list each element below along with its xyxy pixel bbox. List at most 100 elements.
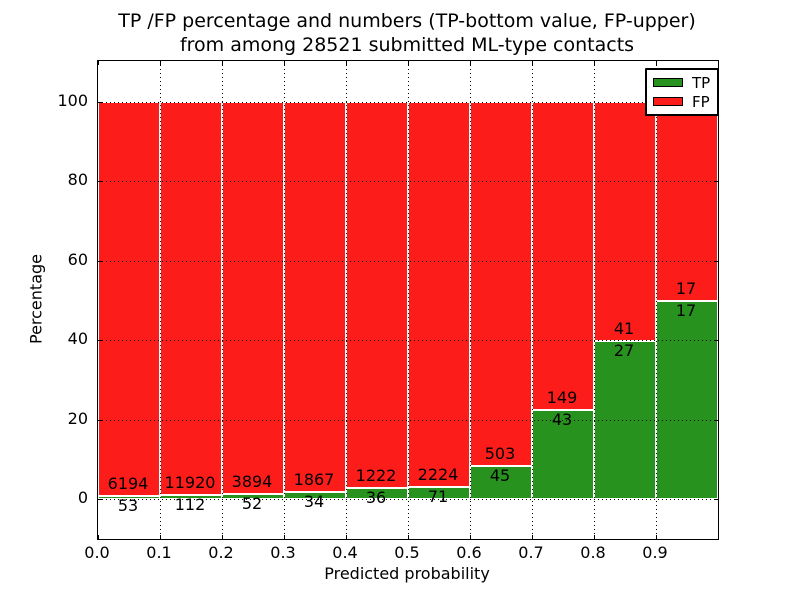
- horizontal-gridline: [98, 340, 718, 342]
- x-tick-mark: [532, 535, 533, 539]
- bar-fp-segment: [594, 102, 656, 342]
- y-tick-mark-right: [714, 260, 718, 262]
- fp-count-label: 17: [675, 278, 697, 298]
- tp-count-label: 27: [613, 341, 635, 361]
- fp-color-swatch: [653, 97, 683, 106]
- x-tick-label: 0.7: [518, 543, 544, 562]
- x-tick-mark-top: [98, 61, 99, 65]
- y-tick-mark-right: [714, 419, 718, 421]
- tp-count-label: 112: [174, 495, 206, 515]
- tp-count-label: 34: [303, 491, 325, 511]
- fp-count-label: 6194: [107, 473, 149, 493]
- vertical-gridline: [222, 61, 223, 539]
- bar-fp-segment: [346, 102, 408, 488]
- horizontal-gridline: [98, 419, 718, 421]
- x-tick-label: 0.3: [270, 543, 296, 562]
- x-tick-label: 0.4: [332, 543, 358, 562]
- tp-count-label: 71: [427, 486, 449, 506]
- bar-tp-segment: [98, 495, 160, 499]
- x-tick-label: 0.1: [146, 543, 172, 562]
- bar-fp-segment: [284, 102, 346, 492]
- x-tick-label: 0.5: [394, 543, 420, 562]
- tp-count-label: 45: [489, 466, 511, 486]
- x-tick-mark-top: [346, 61, 347, 65]
- horizontal-gridline: [98, 181, 718, 183]
- fp-count-label: 503: [484, 444, 516, 464]
- y-tick-mark: [98, 340, 102, 342]
- vertical-gridline: [284, 61, 285, 539]
- vertical-gridline: [408, 61, 409, 539]
- y-tick-mark-right: [714, 181, 718, 183]
- x-tick-label: 0.2: [208, 543, 234, 562]
- plot-area: TP FP: [97, 60, 719, 540]
- y-tick-label: 100: [57, 91, 88, 110]
- bar-tp-segment: [532, 410, 594, 499]
- chart-title-line2: from among 28521 submitted ML-type conta…: [179, 34, 635, 56]
- x-tick-mark: [346, 535, 347, 539]
- chart-title-line1: TP /FP percentage and numbers (TP-bottom…: [118, 10, 696, 32]
- x-tick-mark: [98, 535, 99, 539]
- x-tick-mark: [160, 535, 161, 539]
- x-tick-mark: [408, 535, 409, 539]
- tp-count-label: 53: [117, 495, 139, 515]
- x-tick-mark-top: [160, 61, 161, 65]
- x-tick-label: 0.6: [456, 543, 482, 562]
- legend-entry-fp: FP: [653, 92, 717, 111]
- bar-fp-segment: [408, 102, 470, 487]
- x-tick-mark: [222, 535, 223, 539]
- x-tick-label: 0.8: [580, 543, 606, 562]
- x-tick-mark: [284, 535, 285, 539]
- vertical-gridline: [594, 61, 595, 539]
- tp-count-label: 52: [241, 493, 263, 513]
- x-tick-mark-top: [408, 61, 409, 65]
- fp-count-label: 11920: [164, 473, 216, 493]
- bar-tp-segment: [470, 466, 532, 499]
- legend-label-fp: FP: [692, 92, 710, 111]
- horizontal-gridline: [98, 499, 718, 500]
- legend-label-tp: TP: [692, 73, 711, 92]
- horizontal-gridline: [98, 102, 718, 103]
- fp-count-label: 149: [546, 388, 578, 408]
- x-axis-label: Predicted probability: [324, 564, 490, 583]
- vertical-gridline: [346, 61, 347, 539]
- y-tick-label: 20: [67, 408, 88, 428]
- y-tick-mark: [98, 260, 102, 262]
- y-tick-label: 60: [67, 249, 88, 269]
- y-tick-mark-right: [714, 340, 718, 342]
- y-tick-mark: [98, 419, 102, 421]
- y-tick-label: 80: [67, 170, 88, 190]
- x-tick-mark-top: [222, 61, 223, 65]
- y-tick-mark: [98, 102, 102, 103]
- vertical-gridline: [160, 61, 161, 539]
- x-tick-label: 0.0: [84, 543, 110, 562]
- bar-fp-segment: [656, 102, 718, 301]
- tp-count-label: 36: [365, 487, 387, 507]
- bar-tp-segment: [656, 300, 718, 499]
- tp-count-label: 17: [675, 300, 697, 320]
- fp-count-label: 41: [613, 319, 635, 339]
- x-tick-mark: [594, 535, 595, 539]
- y-tick-mark: [98, 181, 102, 183]
- x-tick-mark-top: [532, 61, 533, 65]
- vertical-gridline: [532, 61, 533, 539]
- bar-fp-segment: [470, 102, 532, 467]
- tp-count-label: 43: [551, 410, 573, 430]
- x-tick-mark: [470, 535, 471, 539]
- y-tick-label: 40: [67, 329, 88, 349]
- chart-title: TP /FP percentage and numbers (TP-bottom…: [97, 9, 717, 57]
- y-tick-label: 0: [77, 488, 88, 507]
- fp-count-label: 2224: [417, 464, 459, 484]
- horizontal-gridline: [98, 260, 718, 262]
- vertical-gridline: [656, 61, 657, 539]
- x-tick-mark-top: [594, 61, 595, 65]
- legend-entry-tp: TP: [653, 73, 717, 92]
- x-tick-mark-top: [470, 61, 471, 65]
- bar-fp-segment: [98, 102, 160, 496]
- bar-fp-segment: [222, 102, 284, 494]
- x-tick-mark: [656, 535, 657, 539]
- x-tick-label: 0.9: [642, 543, 668, 562]
- vertical-gridline: [470, 61, 471, 539]
- fp-count-label: 3894: [231, 471, 273, 491]
- y-tick-mark: [98, 499, 102, 500]
